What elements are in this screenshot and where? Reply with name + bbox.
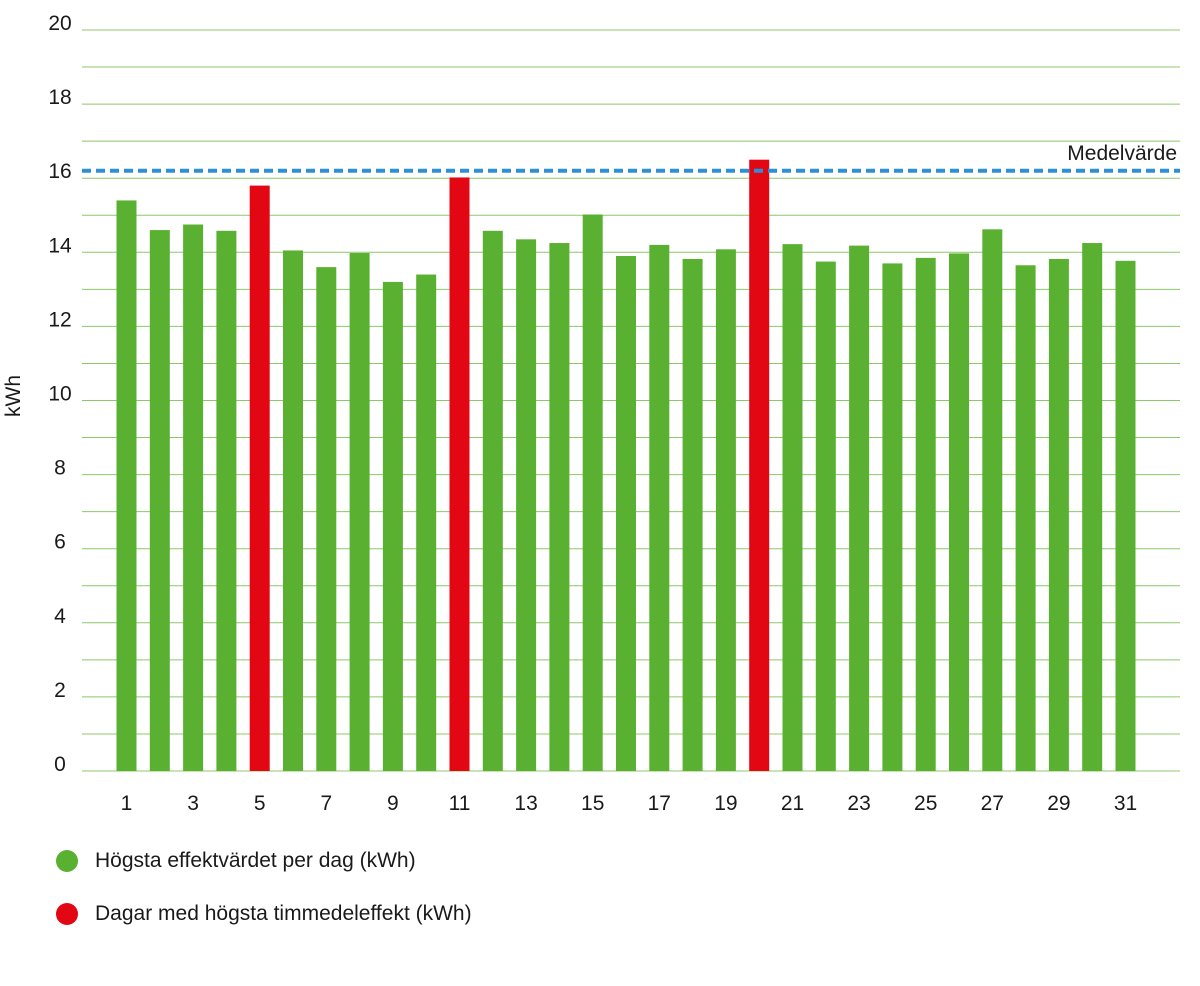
bar-daily-peak	[1015, 265, 1036, 771]
bar-daily-peak	[316, 267, 337, 771]
bar-daily-peak	[882, 263, 903, 771]
bar-daily-peak	[782, 244, 803, 772]
mean-line-label: Medelvärde	[1067, 142, 1177, 165]
x-tick-label: 29	[1047, 792, 1070, 815]
x-tick-label: 9	[387, 792, 399, 815]
bar-daily-peak	[516, 239, 537, 771]
y-tick-label: 0	[54, 753, 66, 776]
x-axis-ticks: 1 3 5 7 9 11 13 15 17 19 21 23 25 27 29 31	[121, 792, 1138, 815]
bar-daily-peak	[1115, 260, 1136, 771]
y-tick-label: 14	[48, 234, 72, 257]
bar-daily-peak	[849, 245, 870, 772]
y-tick-label: 12	[48, 308, 71, 331]
legend-item-daily-peak: Högsta effektvärdet per dag (kWh)	[56, 846, 472, 876]
bar-daily-peak	[283, 250, 303, 771]
bar-daily-peak	[649, 244, 670, 771]
x-tick-label: 11	[449, 792, 471, 815]
bars	[116, 159, 1136, 772]
y-axis-label: kWh	[2, 375, 25, 417]
x-tick-label: 31	[1114, 792, 1137, 815]
bar-daily-peak	[815, 261, 836, 771]
y-axis-ticks: 0 2 4 6 8 10 12 14 16 18 20	[48, 12, 72, 776]
x-tick-label: 13	[514, 792, 537, 815]
y-tick-label: 6	[54, 531, 66, 554]
mean-reference: Medelvärde	[82, 142, 1180, 173]
y-tick-label: 20	[48, 12, 71, 35]
x-tick-label: 1	[121, 792, 133, 815]
x-tick-label: 27	[981, 792, 1004, 815]
x-tick-label: 21	[781, 792, 804, 815]
x-tick-label: 15	[581, 792, 604, 815]
bar-daily-peak	[1048, 258, 1069, 771]
x-tick-label: 5	[254, 792, 266, 815]
legend: Högsta effektvärdet per dag (kWh) Dagar …	[56, 846, 472, 952]
red-dot-icon	[56, 903, 78, 925]
bar-daily-peak	[416, 274, 437, 771]
bar-daily-peak	[116, 200, 137, 771]
y-tick-label: 8	[54, 457, 66, 480]
bar-top-hour	[749, 159, 770, 772]
bar-daily-peak	[482, 230, 503, 771]
legend-label-daily-peak: Högsta effektvärdet per dag (kWh)	[95, 849, 416, 872]
bar-daily-peak	[616, 256, 636, 771]
bar-top-hour	[449, 177, 470, 772]
bar-daily-peak	[382, 281, 403, 771]
y-tick-label: 16	[48, 160, 71, 183]
y-tick-label: 4	[54, 605, 66, 628]
x-tick-label: 19	[714, 792, 737, 815]
x-tick-label: 7	[320, 792, 332, 815]
bar-daily-peak	[216, 230, 237, 771]
bar-daily-peak	[682, 258, 703, 771]
bar-daily-peak	[982, 229, 1003, 772]
x-tick-label: 17	[648, 792, 671, 815]
bar-daily-peak	[149, 230, 170, 771]
bar-daily-peak	[183, 224, 204, 771]
y-tick-label: 18	[48, 86, 71, 109]
x-tick-label: 25	[914, 792, 937, 815]
bar-daily-peak	[349, 253, 370, 771]
bar-daily-peak	[949, 253, 969, 771]
bar-top-hour	[249, 185, 270, 772]
bar-daily-peak	[582, 214, 603, 771]
x-tick-label: 3	[187, 792, 199, 815]
bar-daily-peak	[715, 249, 736, 771]
bar-daily-peak	[915, 257, 936, 771]
y-tick-label: 10	[48, 383, 71, 406]
green-dot-icon	[56, 850, 78, 872]
legend-label-top-hours: Dagar med högsta timmedeleffekt (kWh)	[95, 902, 472, 925]
x-tick-label: 23	[847, 792, 870, 815]
bar-daily-peak	[1082, 243, 1103, 772]
y-tick-label: 2	[54, 679, 66, 702]
legend-item-top-hours: Dagar med högsta timmedeleffekt (kWh)	[56, 899, 472, 929]
bar-daily-peak	[549, 243, 570, 772]
